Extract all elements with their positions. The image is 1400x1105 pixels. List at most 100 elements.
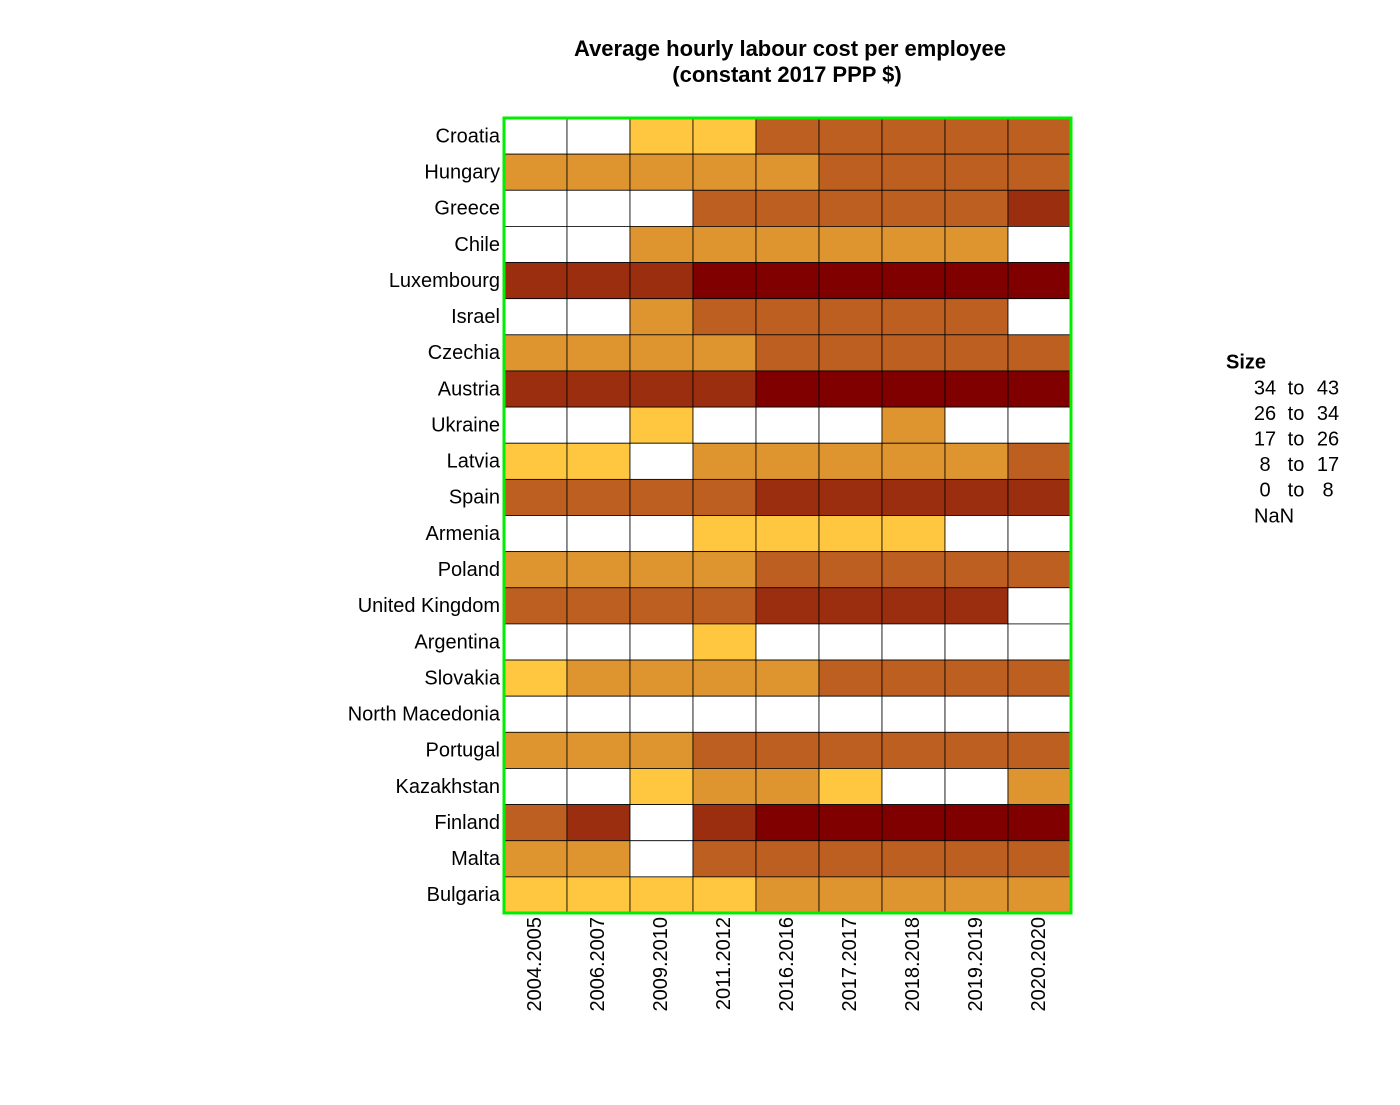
heat-cell	[881, 117, 946, 155]
heat-cell	[566, 334, 631, 372]
legend-from: 17	[1254, 428, 1276, 450]
heat-cell	[818, 262, 883, 300]
y-tick-label: Ukraine	[431, 414, 500, 436]
heat-cell	[692, 876, 757, 914]
heat-cell	[503, 587, 568, 625]
heat-cell	[818, 117, 883, 155]
heat-cell	[755, 117, 820, 155]
legend-word: to	[1288, 428, 1305, 450]
heat-cell	[944, 226, 1009, 263]
heat-cell	[1007, 587, 1072, 625]
legend-to: 17	[1317, 454, 1339, 476]
heat-cell	[1007, 515, 1072, 553]
heat-cell	[755, 442, 820, 480]
x-tick-label: 2011.2012	[713, 917, 735, 1010]
heat-cell	[503, 334, 568, 372]
heat-cell	[755, 153, 820, 191]
heat-cell	[881, 551, 946, 589]
y-tick-label: Latvia	[447, 451, 501, 473]
heat-cell	[944, 731, 1009, 769]
heat-cell	[818, 659, 883, 697]
heat-cell	[881, 695, 946, 733]
heat-cell	[755, 189, 820, 227]
heat-cell	[503, 623, 568, 661]
heat-cell	[566, 406, 631, 444]
y-tick-label: Slovakia	[424, 667, 500, 689]
heat-cell	[1007, 153, 1072, 191]
heat-cell	[881, 406, 946, 444]
heat-cell	[818, 515, 883, 553]
heat-cell	[818, 334, 883, 372]
heat-cell	[503, 731, 568, 769]
legend-to: 43	[1317, 377, 1339, 399]
heat-cell	[755, 587, 820, 625]
x-tick-label: 2006.2007	[587, 917, 609, 1012]
heat-cell	[755, 659, 820, 697]
heat-cell	[629, 117, 694, 155]
heat-cell	[944, 334, 1009, 372]
heat-cell	[629, 442, 694, 480]
y-tick-label: Finland	[434, 812, 500, 834]
y-tick-label: Israel	[451, 306, 500, 328]
heat-cell	[629, 406, 694, 444]
heat-cell	[503, 695, 568, 733]
heat-cell	[629, 768, 694, 805]
heat-cell	[503, 153, 568, 191]
heat-cell	[566, 659, 631, 697]
heat-cell	[1007, 262, 1072, 300]
heat-cell	[818, 804, 883, 842]
legend-nan: NaN	[1254, 505, 1294, 527]
legend-title: Size	[1226, 351, 1266, 373]
heat-cell	[503, 117, 568, 155]
y-tick-label: Hungary	[424, 161, 500, 183]
heat-cell	[755, 840, 820, 878]
heat-cell	[818, 876, 883, 914]
heat-cell	[566, 731, 631, 769]
heat-cell	[1007, 840, 1072, 878]
heat-cell	[692, 768, 757, 805]
heat-cell	[881, 370, 946, 408]
legend-word: to	[1288, 480, 1305, 502]
heat-cell	[755, 695, 820, 733]
x-tick-label: 2018.2018	[902, 917, 924, 1012]
heat-cell	[944, 695, 1009, 733]
heat-cell	[881, 623, 946, 661]
y-tick-label: Portugal	[426, 740, 501, 762]
heat-cell	[755, 406, 820, 444]
x-tick-label: 2004.2005	[524, 917, 546, 1012]
heat-cell	[1007, 298, 1072, 336]
heat-cell	[692, 731, 757, 769]
heat-cell	[629, 551, 694, 589]
heat-cell	[692, 840, 757, 878]
heat-cell	[881, 334, 946, 372]
heat-cell	[944, 117, 1009, 155]
heat-cell	[629, 695, 694, 733]
heat-cell	[881, 226, 946, 263]
heat-cell	[818, 731, 883, 769]
heat-cell	[692, 804, 757, 842]
heat-cell	[818, 153, 883, 191]
heat-cell	[566, 695, 631, 733]
heat-cell	[944, 659, 1009, 697]
heat-cell	[944, 587, 1009, 625]
heat-cell	[1007, 695, 1072, 733]
heat-cell	[629, 659, 694, 697]
heat-cell	[566, 768, 631, 805]
legend-from: 34	[1254, 377, 1276, 399]
heat-cell	[755, 731, 820, 769]
heat-cell	[629, 262, 694, 300]
heat-cell	[503, 551, 568, 589]
heat-cell	[1007, 876, 1072, 914]
heat-cell	[944, 623, 1009, 661]
heat-cell	[566, 370, 631, 408]
legend-to: 34	[1317, 403, 1339, 425]
heat-cell	[692, 262, 757, 300]
heat-cell	[1007, 623, 1072, 661]
plot-frame	[502, 116, 1073, 915]
y-tick-label: United Kingdom	[358, 595, 500, 617]
heat-cell	[818, 768, 883, 805]
heat-cell	[692, 334, 757, 372]
heat-cell	[944, 298, 1009, 336]
heat-cell	[566, 478, 631, 516]
heat-cell	[818, 623, 883, 661]
